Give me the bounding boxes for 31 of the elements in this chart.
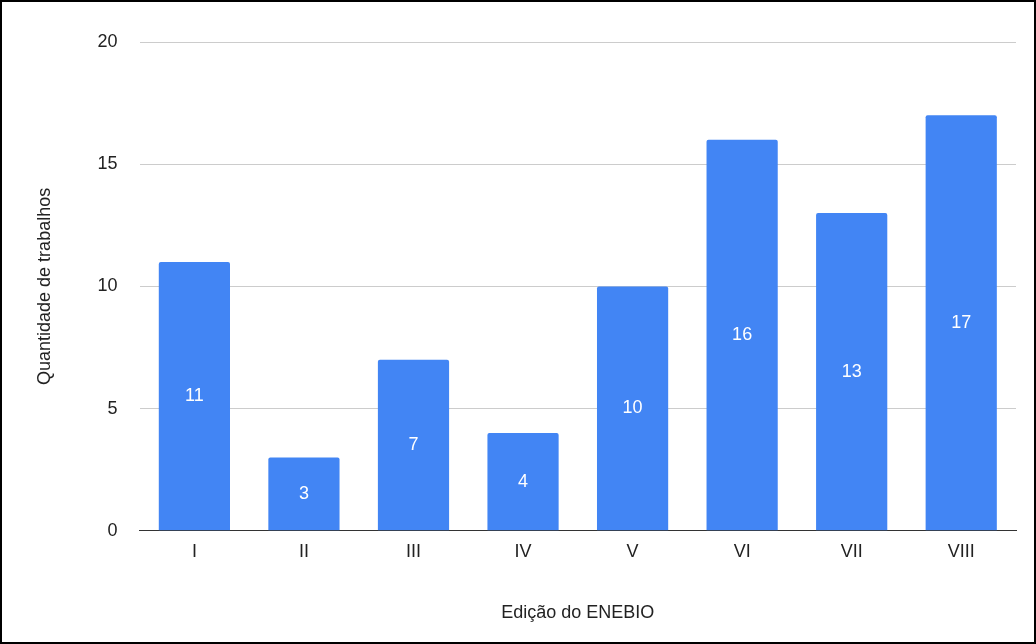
y-tick-label: 20 [97, 30, 118, 51]
bar [596, 286, 669, 531]
bar [158, 261, 230, 531]
y-tick-label: 5 [107, 397, 118, 418]
bar [487, 433, 559, 531]
data-label: 13 [841, 360, 862, 381]
y-axis-title: Quantidade de trabalhos [33, 187, 54, 385]
y-tick-label: 10 [97, 275, 118, 296]
x-tick-label: VI [733, 540, 751, 561]
x-tick-label: IV [514, 540, 532, 561]
data-label: 17 [951, 311, 972, 332]
bar [925, 115, 997, 531]
data-label: 10 [622, 397, 643, 418]
x-tick-label: VII [840, 540, 863, 561]
bar [816, 213, 888, 531]
x-tick-label: II [298, 540, 309, 561]
x-tick-label: I [191, 540, 197, 561]
x-tick-label: III [405, 540, 421, 561]
x-tick-label: V [626, 540, 639, 561]
data-label: 4 [518, 470, 529, 491]
x-tick-label: VIII [947, 540, 975, 561]
x-axis-title: Edição do ENEBIO [501, 602, 655, 623]
y-tick-label: 15 [97, 153, 118, 174]
bar [706, 139, 778, 531]
bar [377, 359, 450, 531]
y-tick-label: 0 [107, 519, 118, 540]
data-label: 16 [732, 324, 753, 344]
data-label: 3 [298, 482, 309, 503]
bar [268, 457, 340, 531]
data-label: 7 [408, 433, 419, 454]
data-label: 11 [185, 385, 204, 406]
